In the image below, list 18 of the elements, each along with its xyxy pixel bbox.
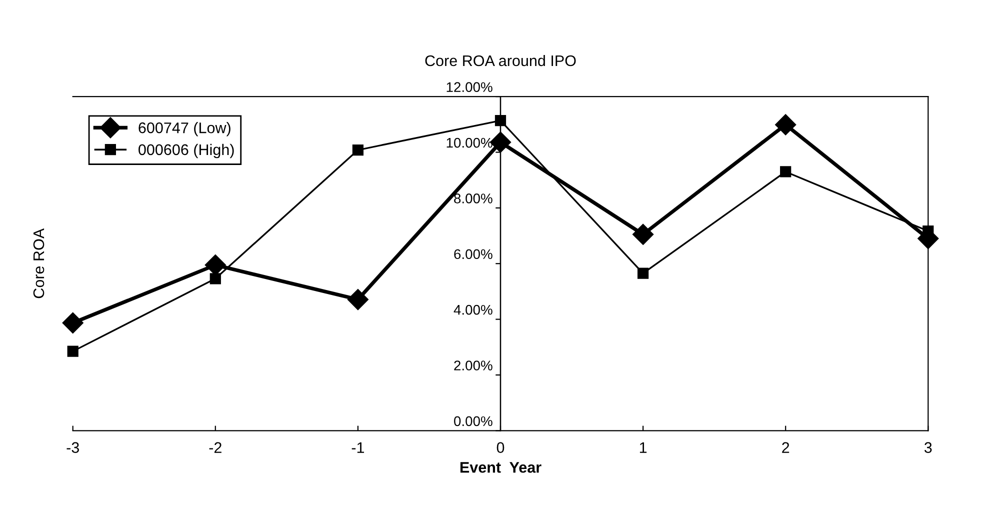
y-tick-label: 4.00% — [454, 304, 492, 315]
legend-label: 600747 (Low) — [138, 122, 230, 136]
legend-label: 000606 (High) — [138, 144, 234, 158]
x-tick-label: 1 — [640, 442, 647, 453]
x-axis-title: Event Year — [460, 462, 542, 473]
x-tick-label: 0 — [496, 442, 504, 453]
y-tick-label: 12.00% — [446, 82, 492, 92]
x-tick-label: -3 — [66, 442, 79, 453]
y-tick-label: 0.00% — [454, 416, 492, 426]
x-tick-label: -1 — [352, 442, 364, 453]
y-tick-label: 6.00% — [454, 249, 492, 260]
y-tick-label: 8.00% — [454, 194, 492, 204]
x-tick-label: 3 — [924, 442, 932, 453]
y-axis-title: Core ROA — [33, 228, 44, 298]
x-tick-label: -2 — [209, 442, 222, 453]
y-tick-label: 2.00% — [454, 360, 492, 370]
chart-title: Core ROA around IPO — [425, 54, 576, 66]
x-tick-label: 2 — [782, 442, 790, 453]
